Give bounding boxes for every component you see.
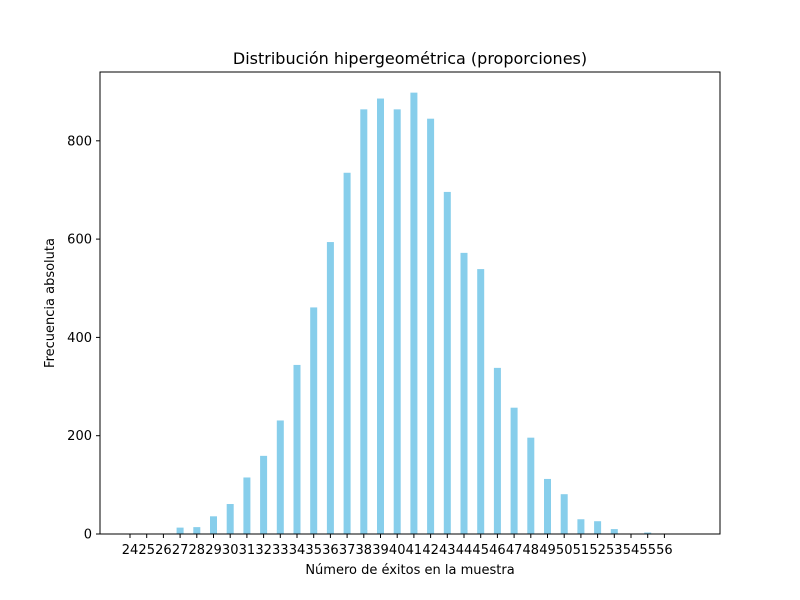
y-tick-label-200: 200 [67, 429, 92, 444]
bar-33 [276, 420, 284, 534]
x-tick-label-51: 51 [573, 543, 590, 558]
bar-45 [477, 269, 485, 534]
x-tick-label-26: 26 [155, 543, 172, 558]
x-tick-label-30: 30 [222, 543, 239, 558]
x-tick-label-40: 40 [389, 543, 406, 558]
bar-46 [493, 367, 501, 534]
bar-31 [243, 477, 251, 534]
x-tick-label-48: 48 [523, 543, 540, 558]
x-tick-label-45: 45 [472, 543, 489, 558]
x-tick-label-49: 49 [539, 543, 556, 558]
bar-49 [544, 478, 551, 534]
bar-48 [527, 437, 535, 534]
x-tick-label-56: 56 [656, 543, 673, 558]
x-tick-label-54: 54 [623, 543, 640, 558]
x-tick-label-24: 24 [122, 543, 139, 558]
x-axis: 24 25 26 27 28 29 30 31 32 33 34 35 36 37 38 39 40 41 42 43… [122, 534, 673, 558]
y-axis-title: Frecuencia absoluta [43, 238, 58, 368]
x-tick-label-35: 35 [305, 543, 322, 558]
x-axis-title: Número de éxitos en la muestra [305, 563, 514, 578]
bar-35 [310, 307, 318, 534]
bar-50 [560, 494, 568, 534]
bar-30 [226, 504, 234, 534]
bar-53 [610, 529, 618, 534]
x-tick-label-41: 41 [406, 543, 423, 558]
plot-frame [99, 71, 721, 535]
x-tick-label-50: 50 [556, 543, 573, 558]
x-tick-label-38: 38 [356, 543, 373, 558]
y-axis: 0 200 400 600 800 [67, 134, 100, 543]
x-tick-label-32: 32 [255, 543, 272, 558]
x-tick-label-31: 31 [239, 543, 256, 558]
bar-51 [577, 519, 585, 534]
bar-37 [343, 172, 351, 534]
x-tick-label-52: 52 [589, 543, 606, 558]
bar-34 [293, 364, 301, 534]
bar-36 [326, 242, 334, 534]
x-tick-label-28: 28 [189, 543, 206, 558]
x-tick-label-42: 42 [422, 543, 439, 558]
y-tick-label-600: 600 [67, 233, 92, 248]
bar-41 [410, 92, 418, 534]
bar-42 [427, 118, 435, 534]
x-tick-label-47: 47 [506, 543, 523, 558]
x-tick-label-44: 44 [456, 543, 473, 558]
y-tick-label-400: 400 [67, 331, 92, 346]
bar-39 [377, 98, 384, 534]
x-tick-label-34: 34 [289, 543, 306, 558]
bar-44 [460, 252, 468, 534]
x-tick-label-29: 29 [205, 543, 222, 558]
bar-40 [393, 109, 401, 534]
chart-title: Distribución hipergeométrica (proporcion… [233, 49, 587, 68]
bars-group [126, 92, 668, 535]
bar-29 [210, 516, 217, 534]
x-tick-label-43: 43 [439, 543, 456, 558]
x-tick-label-37: 37 [339, 543, 356, 558]
x-tick-label-46: 46 [489, 543, 506, 558]
bar-52 [594, 521, 602, 534]
x-tick-label-55: 55 [639, 543, 656, 558]
y-tick-label-800: 800 [67, 134, 92, 149]
x-tick-label-25: 25 [138, 543, 155, 558]
bar-32 [260, 455, 268, 534]
bar-43 [443, 191, 451, 535]
y-tick-label-0: 0 [84, 528, 92, 543]
x-tick-label-36: 36 [322, 543, 339, 558]
x-tick-label-27: 27 [172, 543, 189, 558]
x-tick-label-33: 33 [272, 543, 289, 558]
x-tick-label-53: 53 [606, 543, 623, 558]
bar-47 [510, 407, 518, 534]
bar-27 [176, 527, 184, 534]
x-tick-label-39: 39 [372, 543, 389, 558]
bar-28 [193, 527, 201, 534]
bar-38 [360, 109, 368, 534]
bar-55 [644, 532, 652, 534]
